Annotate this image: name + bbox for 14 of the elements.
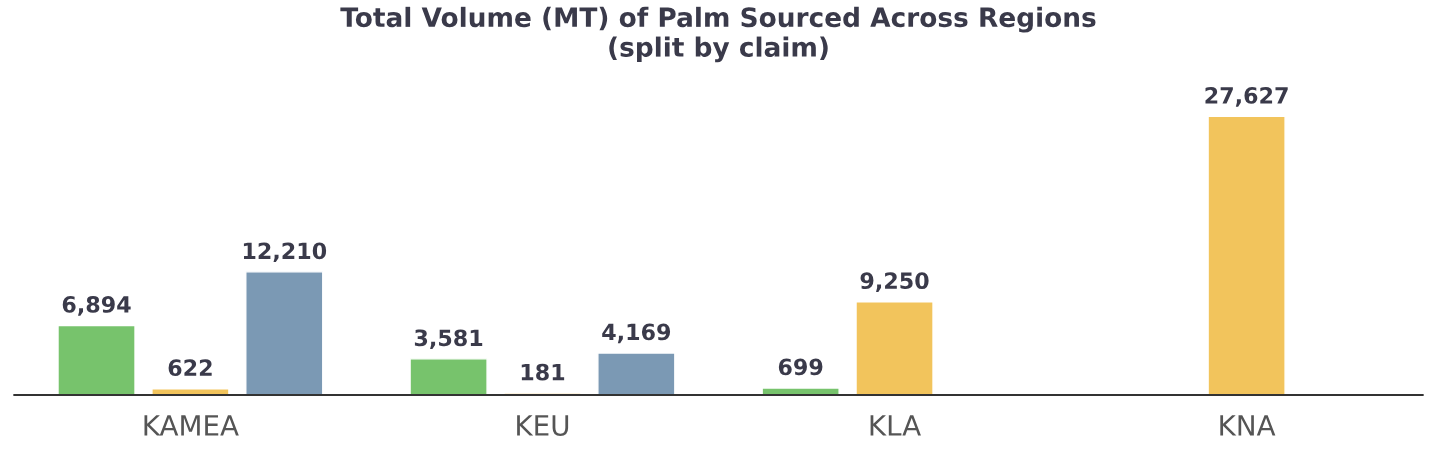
data-label: 27,627 <box>1205 86 1288 107</box>
chart-title: Total Volume (MT) of Palm Sourced Across Regions (split by claim) <box>340 6 1096 63</box>
x-tick-label: KNA <box>1220 415 1276 436</box>
data-label: 9,250 <box>860 272 929 292</box>
data-label: 3,581 <box>414 329 483 350</box>
x-tick-label: KEU <box>517 415 569 436</box>
data-label: 622 <box>168 359 212 377</box>
data-label: 4,169 <box>602 323 671 344</box>
data-label: 12,210 <box>243 242 327 263</box>
data-label: 6,894 <box>62 296 131 316</box>
data-label: 699 <box>778 358 823 376</box>
data-label: 181 <box>521 363 565 381</box>
x-tick-label: KAMEA <box>144 415 239 436</box>
x-tick-label: KLA <box>870 415 921 436</box>
